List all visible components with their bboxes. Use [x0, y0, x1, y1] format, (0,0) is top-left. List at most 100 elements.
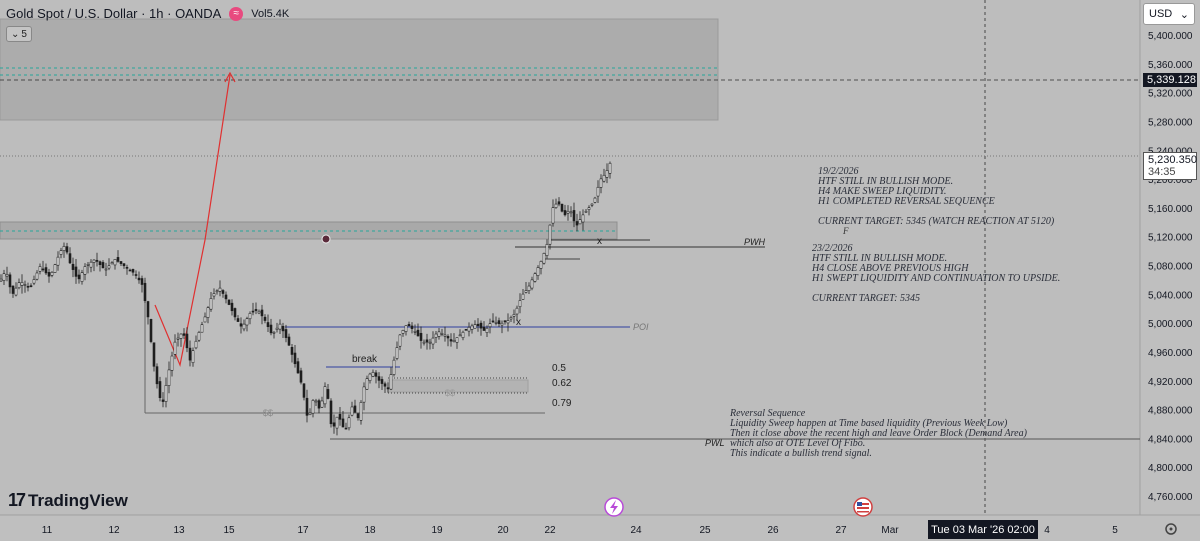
candle-body: [140, 278, 144, 285]
candle-body: [272, 331, 276, 334]
candle-body: [305, 397, 309, 416]
candle-body: [584, 210, 588, 213]
candle-body: [350, 406, 354, 416]
tradingview-brand[interactable]: 17 TradingView: [8, 490, 128, 511]
candle-body: [146, 301, 150, 318]
price-axis-label: 5,040.000: [1148, 290, 1193, 301]
candle-body: [164, 385, 168, 402]
projection-path[interactable]: [154, 74, 231, 368]
ss-label-2: $$: [445, 388, 455, 398]
candles[interactable]: [0, 161, 612, 436]
ss-label-1: $$: [263, 408, 273, 418]
collapse-chip[interactable]: ⌄ 5: [6, 26, 32, 42]
pwl-label: PWL: [705, 438, 725, 448]
candle-body: [200, 324, 204, 333]
candle-body: [533, 273, 537, 282]
candle-body: [5, 274, 9, 277]
candle-body: [551, 207, 555, 224]
candle-body: [266, 322, 270, 327]
candle-body: [311, 400, 315, 414]
symbol-header[interactable]: Gold Spot / U.S. Dollar · 1h · OANDA ≈ V…: [6, 6, 289, 21]
candle-body: [446, 336, 450, 339]
candle-body: [497, 320, 501, 324]
settings-gear-icon[interactable]: [1165, 523, 1177, 535]
candle-body: [467, 326, 471, 332]
candle-body: [317, 400, 321, 409]
candle-body: [416, 329, 420, 337]
target-zone[interactable]: [0, 18, 719, 121]
candle-body: [560, 203, 564, 212]
candle-body: [371, 371, 375, 377]
candle-body: [248, 313, 252, 320]
candle-body: [419, 332, 423, 341]
candle-body: [0, 278, 3, 282]
candle-body: [17, 282, 21, 289]
candle-body: [458, 334, 462, 337]
candle-body: [275, 327, 279, 330]
candle-body: [587, 207, 591, 210]
candle-body: [488, 323, 492, 328]
candle-body: [518, 300, 522, 308]
candle-body: [92, 259, 96, 263]
candle-body: [158, 381, 162, 398]
brand-name: TradingView: [28, 490, 128, 510]
candle-body: [440, 333, 444, 335]
candle-body: [230, 302, 234, 312]
price-axis-label: 5,360.000: [1148, 60, 1193, 71]
candle-body: [545, 243, 549, 256]
candle-body: [107, 265, 111, 269]
candle-body: [524, 290, 528, 293]
candle-body: [206, 307, 210, 318]
candle-body: [566, 210, 570, 214]
candle-body: [143, 282, 147, 302]
candle-body: [410, 325, 414, 329]
price-axis[interactable]: [1140, 0, 1200, 541]
candle-body: [374, 372, 378, 377]
reversal-sequence-note[interactable]: Reversal Sequence Liquidity Sweep happen…: [730, 408, 1027, 459]
candle-body: [20, 282, 24, 286]
candle-body: [2, 273, 6, 281]
analysis-note-19-feb[interactable]: 19/2/2026 HTF STILL IN BULLISH MODE. H4 …: [818, 166, 1055, 227]
analysis-note-23-feb[interactable]: 23/2/2026 HTF STILL IN BULLISH MODE. H4 …: [812, 243, 1061, 304]
candle-body: [299, 370, 303, 383]
symbol-title[interactable]: Gold Spot / U.S. Dollar · 1h · OANDA: [6, 6, 222, 21]
price-axis-label: 5,080.000: [1148, 262, 1193, 273]
candle-body: [233, 308, 237, 318]
candle-body: [119, 261, 123, 264]
candle-body: [593, 197, 597, 203]
price-axis-label: 5,160.000: [1148, 204, 1193, 215]
candle-body: [428, 341, 432, 344]
candle-body: [542, 252, 546, 264]
price-axis-label: 4,800.000: [1148, 463, 1193, 474]
candle-body: [101, 262, 105, 269]
candle-body: [590, 203, 594, 206]
chevron-down-icon: ⌄: [11, 28, 20, 40]
candle-body: [188, 347, 192, 361]
candle-body: [386, 387, 390, 390]
candle-body: [431, 337, 435, 345]
candle-body: [302, 383, 306, 398]
candle-body: [470, 325, 474, 330]
candle-body: [605, 170, 609, 178]
candle-body: [251, 310, 255, 313]
candle-body: [245, 318, 249, 326]
candle-body: [23, 284, 27, 286]
candle-body: [71, 263, 75, 270]
currency-selector[interactable]: USD ⌄: [1143, 3, 1195, 25]
candle-body: [443, 334, 447, 337]
candle-body: [335, 416, 339, 429]
time-axis-label: 18: [364, 525, 376, 536]
candle-body: [530, 279, 534, 289]
candle-body: [332, 422, 336, 427]
price-axis-label: 5,000.000: [1148, 319, 1193, 330]
candle-body: [50, 271, 54, 276]
time-axis-label: 4: [1044, 525, 1050, 536]
candle-body: [194, 340, 198, 349]
f-label: F: [842, 226, 849, 236]
candle-body: [344, 427, 348, 430]
eye-marker-icon[interactable]: [321, 234, 331, 244]
candle-body: [35, 272, 39, 280]
time-axis-label: 20: [497, 525, 509, 536]
candle-body: [287, 336, 291, 346]
